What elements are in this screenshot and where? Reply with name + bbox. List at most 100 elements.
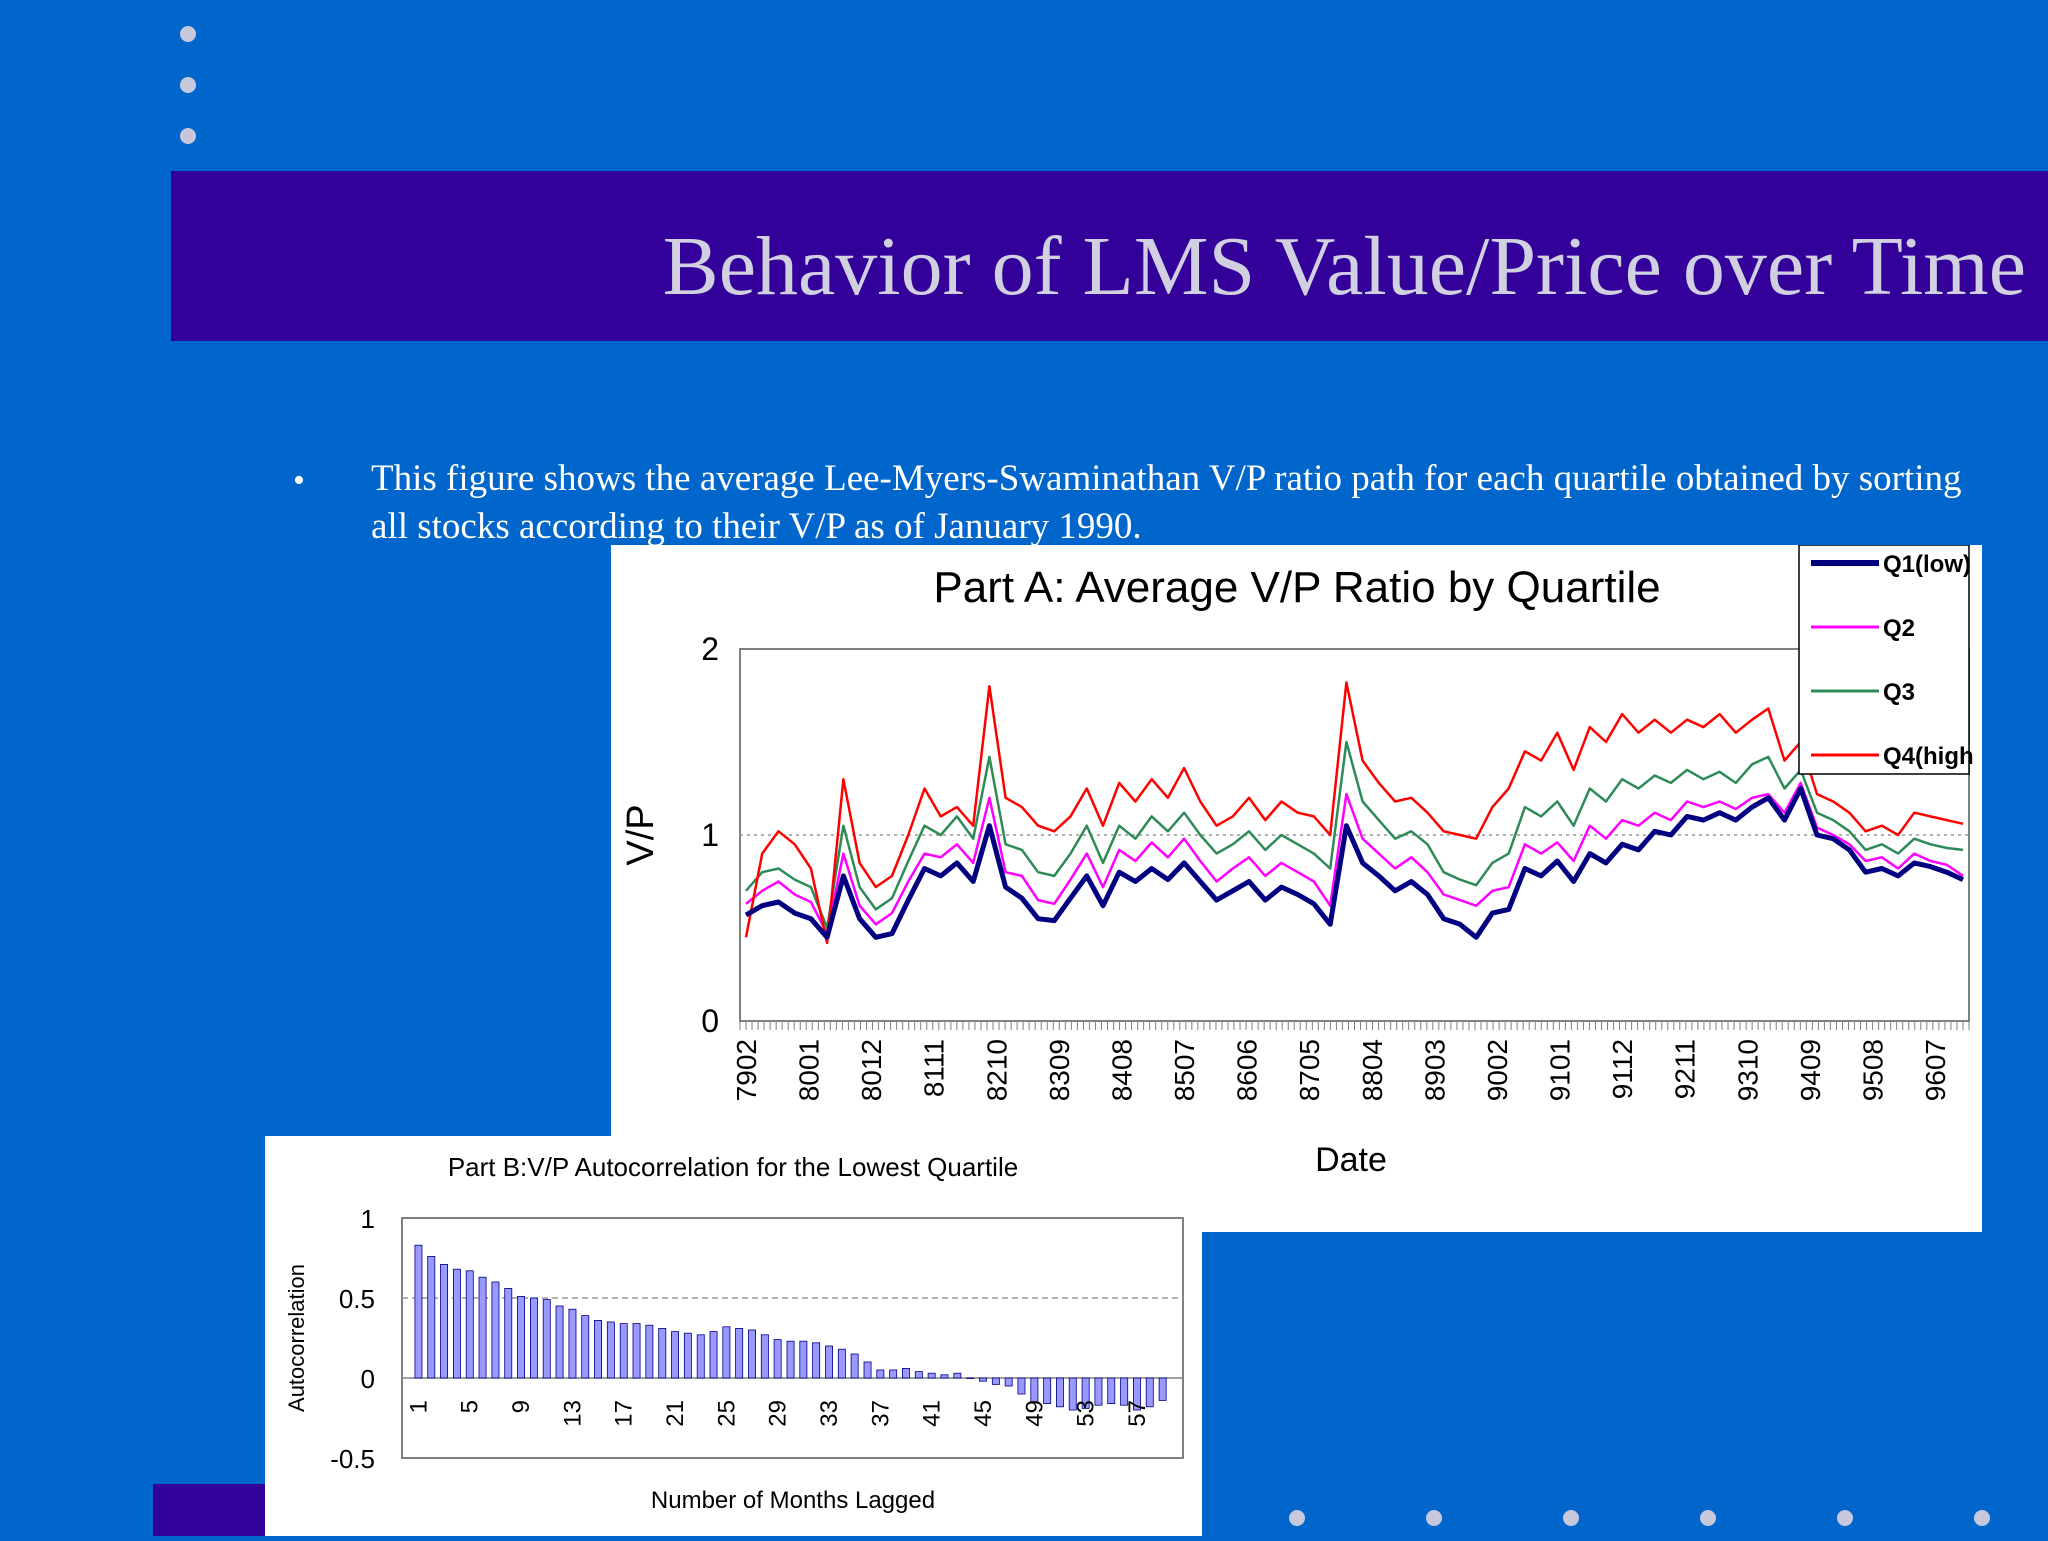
chart-a-series-lines: [744, 681, 1965, 945]
decorative-dot: [1974, 1510, 1990, 1526]
x-tick-label: 9101: [1545, 1039, 1576, 1101]
autocorr-bar: [671, 1331, 679, 1379]
autocorr-bar: [1158, 1377, 1167, 1401]
y-tick-label: 0.5: [339, 1284, 375, 1314]
x-tick-label: 8111: [919, 1039, 950, 1097]
autocorr-bar: [722, 1326, 731, 1379]
chart-a-x-axis-label: Date: [1315, 1141, 1387, 1179]
autocorr-bar: [542, 1299, 551, 1379]
y-tick-label: 1: [701, 817, 719, 853]
autocorr-bar: [799, 1340, 808, 1379]
x-tick-label: 9112: [1607, 1039, 1638, 1099]
x-tick-label: 13: [559, 1400, 586, 1427]
autocorr-bar: [645, 1324, 654, 1379]
autocorr-bar: [1081, 1377, 1090, 1409]
autocorr-bar: [581, 1315, 590, 1379]
decorative-dot: [180, 26, 196, 42]
x-tick-label: 9002: [1482, 1039, 1513, 1101]
chart-a-y-axis-label: V/P: [620, 804, 662, 865]
autocorr-bar: [850, 1353, 859, 1379]
autocorr-bar: [414, 1244, 423, 1379]
autocorr-bar: [568, 1308, 577, 1379]
autocorr-bar: [427, 1256, 436, 1379]
autocorr-bar: [529, 1297, 538, 1379]
x-tick-label: 8001: [794, 1039, 825, 1101]
x-tick-label: 41: [919, 1400, 946, 1427]
series-line-1: [744, 786, 1965, 940]
x-tick-label: 8507: [1169, 1039, 1200, 1101]
slide-title: Behavior of LMS Value/Price over Time: [662, 220, 2026, 313]
autocorr-bar: [491, 1281, 500, 1379]
autocorr-bar: [786, 1340, 795, 1379]
x-tick-label: 8804: [1357, 1039, 1388, 1101]
legend-label: Q4(high: [1883, 743, 1974, 770]
x-tick-label: 7902: [731, 1039, 762, 1101]
autocorr-bar: [889, 1369, 898, 1379]
x-tick-label: 9211: [1670, 1039, 1701, 1099]
autocorr-bar: [619, 1323, 628, 1379]
decorative-dot: [1700, 1510, 1716, 1526]
y-tick-label: 2: [701, 631, 719, 667]
autocorr-bar: [1094, 1377, 1103, 1406]
decorative-dot: [180, 128, 196, 144]
chart-panel-b: Part B:V/P Autocorrelation for the Lowes…: [265, 1136, 1202, 1536]
x-tick-label: 9607: [1920, 1039, 1951, 1101]
y-tick-label: 0: [361, 1364, 375, 1394]
autocorr-bar: [1133, 1377, 1141, 1411]
chart-b-bars: [414, 1244, 1167, 1411]
chart-panel-a: Part A: Average V/P Ratio by Quartile 2 …: [611, 544, 1982, 1232]
autocorr-bar: [825, 1345, 833, 1379]
x-tick-label: 21: [662, 1400, 689, 1427]
decorative-dot: [1563, 1510, 1579, 1526]
chart-b-y-axis-label: Autocorrelation: [284, 1264, 309, 1412]
series-line-2: [745, 781, 1964, 935]
x-tick-label: 8903: [1419, 1039, 1450, 1101]
autocorr-bar: [953, 1372, 962, 1379]
autocorr-bar: [696, 1334, 705, 1379]
x-tick-label: 8210: [981, 1039, 1012, 1101]
x-tick-label: 45: [970, 1400, 997, 1427]
bullet-text: This figure shows the average Lee-Myers-…: [371, 458, 1962, 547]
autocorr-bar: [683, 1332, 692, 1379]
autocorr-bar: [709, 1331, 718, 1379]
title-band: [171, 171, 2048, 341]
x-tick-label: 9409: [1795, 1039, 1826, 1101]
autocorr-bar: [632, 1323, 641, 1379]
autocorr-bar: [1056, 1377, 1064, 1408]
autocorr-bar: [1030, 1377, 1039, 1403]
x-tick-label: 8012: [856, 1039, 887, 1101]
x-tick-label: 53: [1073, 1400, 1100, 1427]
autocorr-bar: [902, 1367, 910, 1379]
decorative-dot: [1426, 1510, 1442, 1526]
series-line-4: [744, 681, 1964, 945]
autocorr-bar: [735, 1327, 744, 1379]
autocorr-bar: [1068, 1377, 1077, 1411]
x-tick-label: 9: [508, 1400, 535, 1413]
x-tick-label: 37: [867, 1400, 894, 1427]
autocorr-bar: [991, 1377, 1000, 1385]
autocorr-bar: [517, 1295, 525, 1379]
chart-b-x-tick-labels: 1 5 9 13 17 21 25 29 33 37 41 45 49 53 57: [405, 1400, 1151, 1427]
x-tick-label: 5: [457, 1400, 484, 1413]
autocorr-bar: [452, 1268, 461, 1379]
autocorr-bar: [504, 1287, 513, 1379]
autocorr-bar: [594, 1319, 602, 1379]
x-tick-label: 49: [1021, 1400, 1048, 1427]
chart-a-title: Part A: Average V/P Ratio by Quartile: [933, 563, 1660, 612]
autocorr-bar: [812, 1342, 821, 1379]
autocorr-bar: [876, 1369, 885, 1379]
chart-a-svg: Part A: Average V/P Ratio by Quartile 2 …: [620, 544, 1974, 1179]
autocorr-bar: [1145, 1377, 1154, 1408]
autocorr-bar: [606, 1321, 615, 1379]
autocorr-bar: [760, 1334, 769, 1379]
autocorr-bar: [927, 1372, 936, 1379]
decorative-dot: [180, 77, 196, 93]
autocorr-bar: [773, 1339, 782, 1379]
autocorr-bar: [1004, 1377, 1013, 1387]
x-tick-label: 29: [765, 1400, 792, 1427]
autocorr-bar: [658, 1327, 667, 1379]
x-tick-label: 8606: [1232, 1039, 1263, 1101]
chart-a-minor-ticks: [739, 1021, 1970, 1030]
autocorr-bar: [940, 1374, 949, 1379]
autocorr-bar: [1043, 1377, 1052, 1405]
